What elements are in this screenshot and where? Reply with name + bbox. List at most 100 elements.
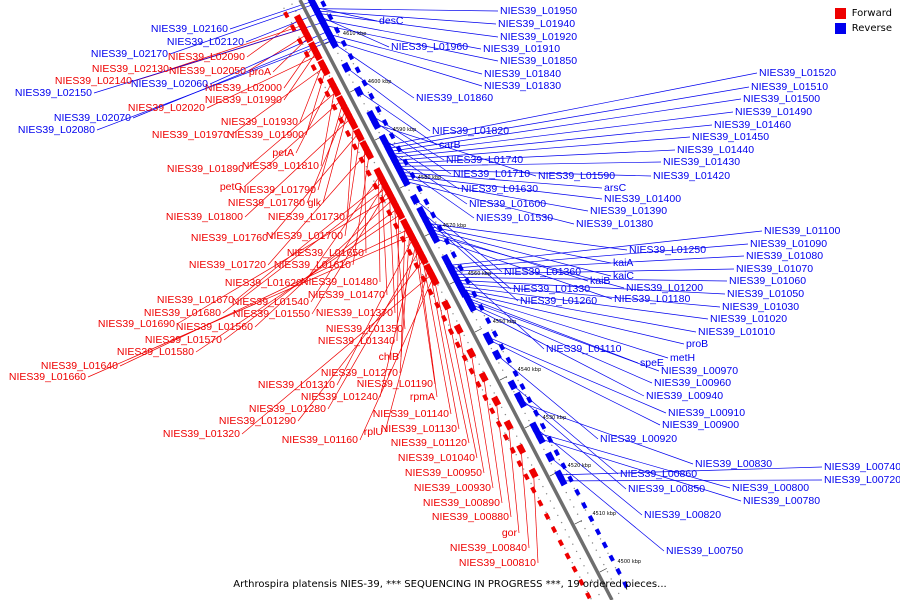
gene-arrow[interactable] (418, 254, 429, 266)
gene-arrow[interactable] (353, 85, 364, 97)
gene-label[interactable]: NIES39_L02070 (54, 112, 131, 124)
gene-arrow[interactable] (400, 175, 411, 187)
gene-label[interactable]: rplU (364, 426, 383, 438)
gene-arrow[interactable] (290, 24, 297, 32)
gene-arrow[interactable] (371, 118, 381, 130)
gene-arrow[interactable] (372, 182, 379, 190)
gene-arrow[interactable] (505, 356, 512, 364)
gene-arrow[interactable] (382, 119, 389, 127)
gene-arrow[interactable] (523, 473, 530, 481)
gene-label[interactable]: kaiB (590, 275, 610, 287)
gene-label[interactable]: NIES39_L02020 (128, 102, 205, 114)
gene-label[interactable]: NIES39_L01020 (710, 313, 787, 325)
gene-arrow[interactable] (509, 446, 516, 454)
gene-label[interactable]: NIES39_L00830 (695, 458, 772, 470)
gene-label[interactable]: NIES39_L01290 (219, 415, 296, 427)
gene-label[interactable]: NIES39_L02150 (15, 87, 92, 99)
gene-label[interactable]: petC (220, 181, 243, 193)
gene-arrow[interactable] (334, 26, 341, 34)
gene-arrow[interactable] (406, 248, 413, 256)
gene-label[interactable]: NIES39_L01050 (727, 288, 804, 300)
gene-label[interactable]: rpmA (410, 391, 435, 403)
gene-arrow[interactable] (338, 116, 345, 124)
gene-arrow[interactable] (296, 37, 304, 45)
gene-arrow[interactable] (368, 92, 375, 100)
gene-arrow[interactable] (402, 158, 409, 166)
gene-label[interactable]: NIES39_L01790 (239, 184, 316, 196)
gene-arrow[interactable] (587, 515, 595, 523)
gene-label[interactable]: proA (249, 66, 271, 78)
gene-arrow[interactable] (450, 251, 457, 259)
gene-arrow[interactable] (454, 341, 461, 349)
gene-label[interactable]: NIES39_L01260 (520, 295, 597, 307)
gene-label[interactable]: NIES39_L01550 (233, 308, 310, 320)
gene-arrow[interactable] (485, 317, 492, 325)
gene-label[interactable]: NIES39_L01840 (484, 68, 561, 80)
gene-label[interactable]: NIES39_L01040 (398, 452, 475, 464)
gene-label[interactable]: NIES39_L00960 (654, 377, 731, 389)
gene-label[interactable]: NIES39_L00900 (662, 419, 739, 431)
gene-label[interactable]: NIES39_L01400 (604, 193, 681, 205)
gene-label[interactable]: NIES39_L01070 (736, 263, 813, 275)
gene-label[interactable]: NIES39_L01930 (221, 116, 298, 128)
gene-arrow[interactable] (364, 149, 374, 161)
gene-label[interactable]: carB (439, 139, 461, 151)
gene-arrow[interactable] (331, 103, 338, 111)
gene-arrow[interactable] (365, 169, 372, 177)
gene-arrow[interactable] (478, 303, 485, 311)
gene-label[interactable]: NIES39_L01120 (391, 437, 467, 449)
gene-label[interactable]: NIES39_L01660 (9, 371, 86, 383)
gene-label[interactable]: NIES39_L01740 (446, 154, 523, 166)
gene-arrow[interactable] (567, 475, 574, 483)
gene-arrow[interactable] (502, 433, 510, 441)
gene-label[interactable]: speE (640, 357, 664, 369)
gene-label[interactable]: NIES39_L01080 (746, 250, 823, 262)
gene-arrow[interactable] (447, 328, 455, 336)
gene-label[interactable]: NIES39_L01430 (663, 156, 740, 168)
gene-arrow[interactable] (507, 379, 518, 391)
gene-label[interactable]: NIES39_L01920 (500, 31, 577, 43)
gene-label[interactable]: NIES39_L00750 (666, 545, 743, 557)
gene-label[interactable]: NIES39_L01420 (653, 170, 730, 182)
gene-arrow[interactable] (475, 380, 482, 388)
gene-arrow[interactable] (379, 196, 386, 204)
gene-arrow[interactable] (351, 143, 359, 151)
gene-arrow[interactable] (526, 396, 533, 404)
gene-label[interactable]: NIES39_L01490 (735, 106, 812, 118)
gene-label[interactable]: NIES39_L01140 (373, 408, 449, 420)
gene-label[interactable]: NIES39_L01540 (232, 296, 309, 308)
gene-arrow[interactable] (468, 367, 475, 375)
gene-label[interactable]: NIES39_L01380 (576, 218, 653, 230)
gene-label[interactable]: NIES39_L01350 (326, 323, 403, 335)
gene-arrow[interactable] (441, 299, 452, 311)
gene-label[interactable]: NIES39_L01280 (249, 403, 326, 415)
gene-arrow[interactable] (410, 193, 420, 205)
gene-arrow[interactable] (539, 422, 547, 430)
gene-arrow[interactable] (545, 451, 555, 463)
gene-arrow[interactable] (420, 275, 427, 283)
gene-label[interactable]: NIES39_L01890 (167, 163, 244, 175)
gene-label[interactable]: NIES39_L00740 (824, 461, 900, 473)
gene-arrow[interactable] (466, 347, 477, 359)
gene-arrow[interactable] (317, 77, 324, 85)
gene-arrow[interactable] (464, 277, 471, 285)
gene-label[interactable]: NIES39_L01580 (117, 346, 194, 358)
gene-arrow[interactable] (528, 467, 539, 479)
gene-label[interactable]: NIES39_L01760 (191, 232, 268, 244)
gene-label[interactable]: NIES39_L01960 (391, 41, 468, 53)
gene-label[interactable]: NIES39_L01100 (764, 225, 840, 237)
gene-label[interactable]: NIES39_L01250 (629, 244, 706, 256)
gene-label[interactable]: NIES39_L01600 (469, 198, 546, 210)
gene-arrow[interactable] (453, 323, 464, 335)
gene-label[interactable]: NIES39_L01690 (98, 318, 175, 330)
gene-arrow[interactable] (310, 64, 317, 72)
gene-label[interactable]: NIES39_L01630 (461, 183, 538, 195)
gene-label[interactable]: NIES39_L02080 (18, 124, 95, 136)
gene-arrow[interactable] (489, 407, 496, 415)
gene-label[interactable]: NIES39_L00850 (628, 483, 705, 495)
gene-label[interactable]: NIES39_L00810 (459, 557, 536, 569)
gene-arrow[interactable] (557, 475, 568, 487)
gene-label[interactable]: NIES39_L01530 (476, 212, 553, 224)
gene-arrow[interactable] (594, 528, 602, 536)
gene-arrow[interactable] (331, 86, 342, 98)
